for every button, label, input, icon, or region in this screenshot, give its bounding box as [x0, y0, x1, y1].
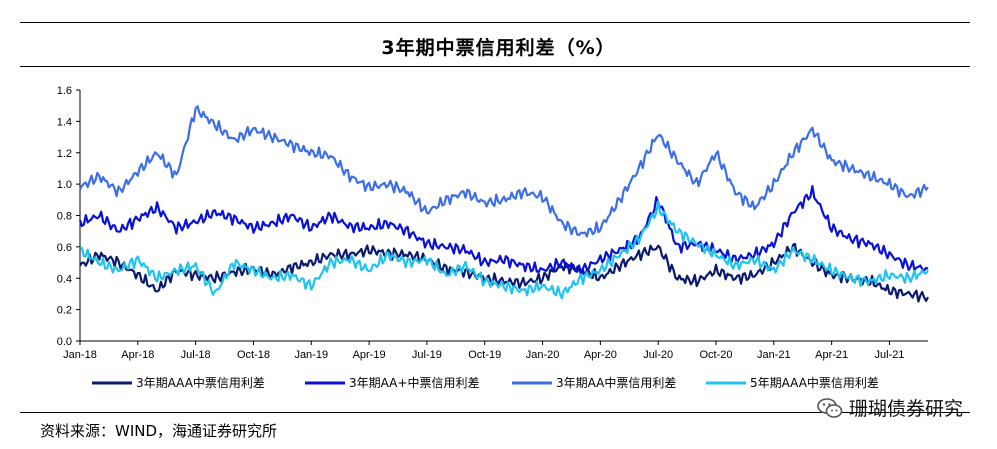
x-tick-label: Apr-21 — [815, 349, 848, 361]
y-tick-label: 1.0 — [57, 179, 72, 191]
x-tick-label: Jul-19 — [412, 349, 442, 361]
x-tick-label: Jul-20 — [643, 349, 673, 361]
chart-axes: 0.0 0.2 0.4 0.6 0.8 1.0 1.2 1.4 1.6 Jan-18 Apr-18 J… — [57, 85, 928, 361]
y-tick-label: 1.4 — [57, 116, 72, 128]
y-tick-label: 0.0 — [57, 336, 72, 348]
series-line — [79, 105, 929, 238]
x-tick-label: Jul-21 — [874, 349, 904, 361]
watermark: 珊瑚债券研究 — [817, 394, 963, 421]
legend-label: 3年期AA+中票信用利差 — [349, 375, 479, 390]
watermark-text: 珊瑚债券研究 — [848, 398, 963, 420]
x-tick-label: Apr-18 — [121, 349, 154, 361]
y-tick-label: 0.6 — [57, 242, 72, 254]
x-tick-label: Oct-19 — [468, 349, 501, 361]
x-tick-label: Apr-20 — [584, 349, 617, 361]
legend-label: 3年期AA中票信用利差 — [556, 375, 676, 390]
wechat-icon — [817, 397, 843, 418]
top-rule — [20, 22, 970, 23]
title-divider — [20, 66, 970, 67]
x-tick-label: Jan-21 — [757, 349, 791, 361]
y-tick-label: 0.2 — [57, 305, 72, 317]
x-tick-label: Jan-20 — [526, 349, 560, 361]
source-note: 资料来源：WIND，海通证券研究所 — [40, 422, 278, 440]
y-tick-label: 1.2 — [57, 148, 72, 160]
chart-series-lines — [78, 105, 929, 303]
bottom-rule — [20, 412, 970, 413]
y-tick-label: 0.4 — [57, 273, 72, 285]
y-tick-label: 1.6 — [57, 85, 72, 97]
x-tick-label: Jan-18 — [63, 349, 97, 361]
series-line — [78, 185, 929, 278]
legend-label: 3年期AAA中票信用利差 — [136, 375, 265, 390]
x-tick-label: Oct-20 — [699, 349, 732, 361]
series-line — [79, 200, 929, 300]
x-tick-label: Jul-18 — [181, 349, 211, 361]
chart-title: 3年期中票信用利差（%） — [381, 37, 616, 59]
legend-label: 5年期AAA中票信用利差 — [750, 375, 879, 390]
series-line — [79, 242, 929, 303]
x-tick-label: Jan-19 — [294, 349, 328, 361]
x-tick-label: Oct-18 — [237, 349, 270, 361]
y-tick-label: 0.8 — [57, 211, 72, 223]
chart-legend: 3年期AAA中票信用利差 3年期AA+中票信用利差 3年期AA中票信用利差 5年期AA… — [92, 375, 879, 390]
x-tick-label: Apr-19 — [353, 349, 386, 361]
